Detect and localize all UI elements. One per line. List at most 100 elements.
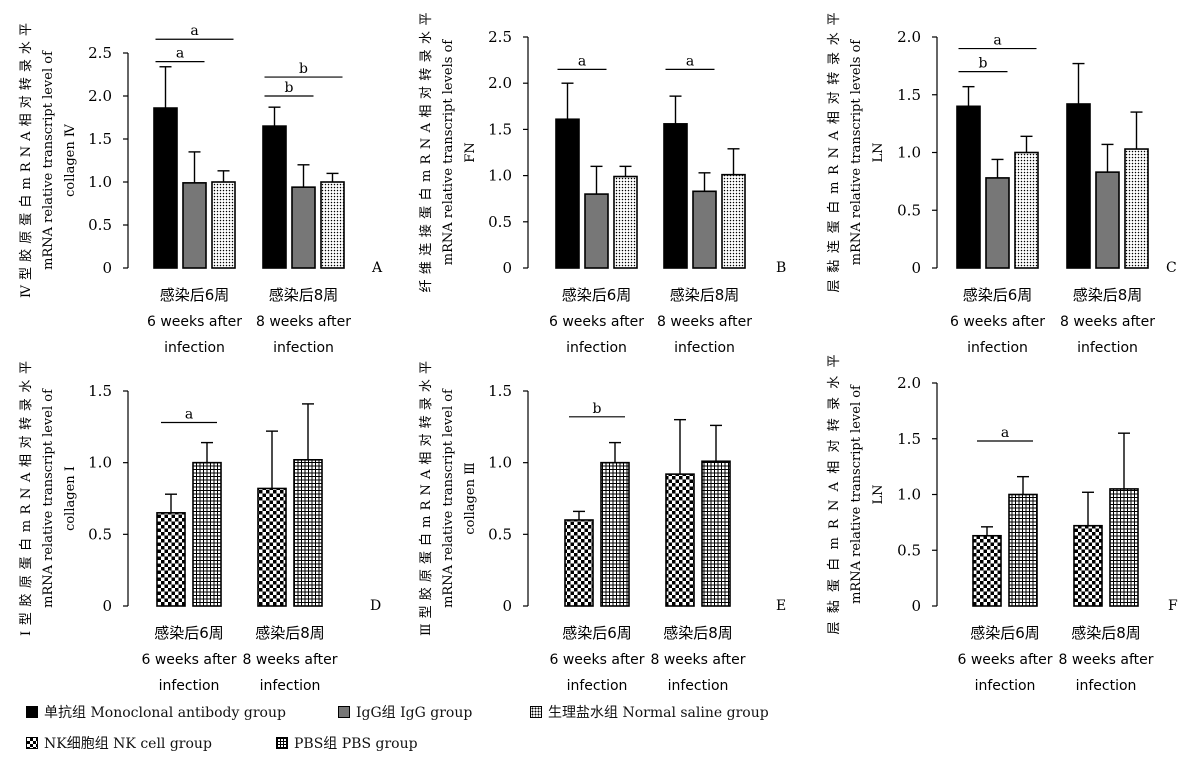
y-axis-label: mRNA relative transcript level of xyxy=(849,384,864,604)
y-axis-label: mRNA relative transcript levels of xyxy=(441,39,456,266)
y-axis-label: FN xyxy=(463,142,478,162)
y-tick-label: 1.5 xyxy=(897,430,921,448)
bar xyxy=(1095,171,1120,269)
y-axis-label: 层黏蛋白mRNA相对转录水平 xyxy=(826,355,842,635)
significance-label: b xyxy=(285,80,294,96)
y-tick-label: 0.5 xyxy=(88,216,112,234)
y-axis-label: Ⅰ型胶原蛋白mRNA相对转录水平 xyxy=(18,361,34,636)
bar xyxy=(663,123,688,269)
y-tick-label: 2.0 xyxy=(897,28,921,46)
bar xyxy=(613,175,638,269)
x-category-label-en: 6 weeks after xyxy=(141,652,236,668)
bar xyxy=(972,534,1002,607)
bar xyxy=(320,181,345,269)
significance-label: a xyxy=(993,33,1001,49)
panel-e: 0 0.5 1.0 1.5 b E 感染后6周 6 weeks after infection 感… xyxy=(418,361,786,694)
y-axis-label: collagen Ⅳ xyxy=(63,123,78,197)
significance-label: a xyxy=(190,23,198,39)
x-category-label-en: infection xyxy=(967,340,1028,356)
bar xyxy=(1073,524,1103,607)
x-category-label-en: infection xyxy=(975,678,1036,694)
bar xyxy=(1109,488,1139,607)
x-category-label-en: 6 weeks after xyxy=(549,314,644,330)
x-category-label: 感染后8周 xyxy=(269,286,339,304)
x-category-label: 感染后6周 xyxy=(970,624,1040,642)
significance-label: b xyxy=(299,61,308,77)
bar xyxy=(665,473,695,607)
bar xyxy=(1008,493,1038,607)
bar xyxy=(293,458,323,607)
bar xyxy=(985,177,1010,269)
x-category-label: 感染后8周 xyxy=(1071,624,1141,642)
x-category-label-en: 8 weeks after xyxy=(1058,652,1153,668)
bar xyxy=(1124,148,1149,269)
y-axis-label: LN xyxy=(871,142,886,162)
x-category-label-en: infection xyxy=(1077,340,1138,356)
y-tick-label: 1.5 xyxy=(488,120,512,138)
significance-label: a xyxy=(185,407,193,423)
y-axis-label: mRNA relative transcript level of xyxy=(41,50,56,270)
y-tick-label: 0 xyxy=(911,597,921,615)
y-tick-label: 2.0 xyxy=(88,87,112,105)
x-category-label: 感染后6周 xyxy=(963,286,1033,304)
bar xyxy=(257,487,287,607)
x-category-label: 感染后6周 xyxy=(154,624,224,642)
x-category-label-en: 6 weeks after xyxy=(957,652,1052,668)
y-axis-label: 层黏连蛋白mRNA相对转录水平 xyxy=(826,13,842,293)
y-axis-label: mRNA relative transcript levels of xyxy=(849,39,864,266)
x-category-label-en: 6 weeks after xyxy=(549,652,644,668)
panel-a: 0 0.5 1.0 1.5 2.0 2.5 aa bb A 感染后6周 6 weeks after i… xyxy=(18,23,383,356)
bar xyxy=(564,519,594,607)
panel-b: 0 0.5 1.0 1.5 2.0 2.5 a a B 感染后6周 6 weeks after inf… xyxy=(418,13,786,357)
bar xyxy=(692,190,717,269)
x-category-label-en: infection xyxy=(668,678,729,694)
significance-label: a xyxy=(176,46,184,62)
x-category-label: 感染后8周 xyxy=(255,624,325,642)
y-tick-label: 1.5 xyxy=(897,86,921,104)
significance-label: a xyxy=(686,53,694,69)
y-tick-label: 0 xyxy=(502,597,512,615)
x-category-label: 感染后6周 xyxy=(562,624,632,642)
bar xyxy=(153,107,178,269)
panel-c: 0 0.5 1.0 1.5 2.0 ab C 感染后6周 6 weeks after infect… xyxy=(826,13,1177,357)
y-axis-label: mRNA relative transcript level of xyxy=(441,388,456,608)
bar xyxy=(721,173,746,269)
bar xyxy=(211,181,236,269)
bar xyxy=(701,460,731,607)
x-category-label-en: infection xyxy=(260,678,321,694)
bar xyxy=(156,512,186,607)
y-tick-label: 0.5 xyxy=(897,201,921,219)
x-category-label-en: 6 weeks after xyxy=(147,314,242,330)
y-axis-label: Ⅲ型胶原蛋白mRNA相对转录水平 xyxy=(418,361,434,636)
y-axis-label: Ⅳ型胶原蛋白mRNA相对转录水平 xyxy=(18,23,34,298)
bar xyxy=(1014,151,1039,269)
bar xyxy=(1066,103,1091,269)
y-tick-label: 0 xyxy=(102,259,112,277)
bar xyxy=(182,182,207,269)
panel-f: 0 0.5 1.0 1.5 2.0 a F 感染后6周 6 weeks after infecti… xyxy=(826,355,1178,695)
y-tick-label: 0.5 xyxy=(897,541,921,559)
panel-d: 0 0.5 1.0 1.5 a D 感染后6周 6 weeks after infection 感… xyxy=(18,361,381,694)
y-tick-label: 2.0 xyxy=(897,374,921,392)
x-category-label-en: infection xyxy=(159,678,220,694)
y-tick-label: 0 xyxy=(102,597,112,615)
y-tick-label: 2.5 xyxy=(488,28,512,46)
bar xyxy=(584,193,609,269)
y-tick-label: 1.5 xyxy=(488,382,512,400)
panel-letter: A xyxy=(371,260,383,276)
panel-letter: E xyxy=(776,598,786,614)
x-category-label-en: infection xyxy=(273,340,334,356)
significance-label: b xyxy=(979,56,988,72)
y-tick-label: 0 xyxy=(911,259,921,277)
y-tick-label: 1.0 xyxy=(88,454,112,472)
y-tick-label: 0.5 xyxy=(88,525,112,543)
x-category-label-en: 6 weeks after xyxy=(950,314,1045,330)
panel-letter: D xyxy=(370,598,381,614)
significance-label: a xyxy=(578,53,586,69)
bar xyxy=(291,186,316,269)
panel-letter: F xyxy=(1168,598,1178,614)
y-tick-label: 1.0 xyxy=(488,454,512,472)
x-category-label: 感染后8周 xyxy=(1073,286,1143,304)
x-category-label-en: infection xyxy=(566,340,627,356)
